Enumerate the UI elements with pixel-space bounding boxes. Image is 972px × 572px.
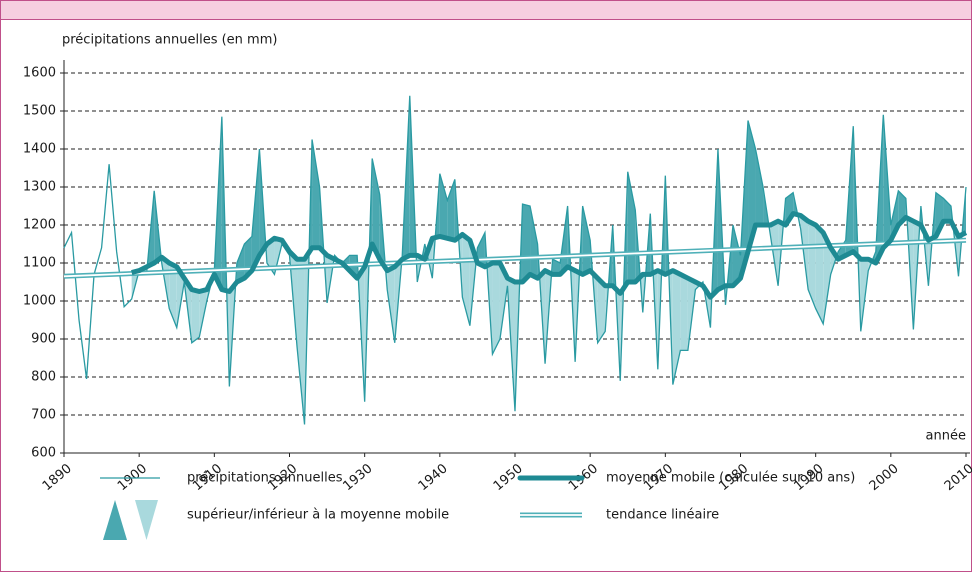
fill-area <box>943 198 951 222</box>
fill-area <box>597 278 606 343</box>
y-tick-label: 700 <box>31 408 56 423</box>
fill-area <box>439 173 448 239</box>
fill-area <box>522 204 531 282</box>
fill-area <box>680 274 688 351</box>
fill-area <box>530 206 538 279</box>
fill-area <box>732 225 741 286</box>
fill-area <box>823 232 831 324</box>
legend-label: tendance linéaire <box>606 508 719 523</box>
legend-label: supérieur/inférieur à la moyenne mobile <box>187 508 449 523</box>
y-tick-label: 1600 <box>23 66 56 81</box>
y-tick-label: 1100 <box>23 256 56 271</box>
fill-area <box>387 266 395 343</box>
y-tick-label: 1400 <box>23 142 56 157</box>
y-tick-label: 1500 <box>23 104 56 119</box>
fill-area <box>251 149 260 271</box>
y-tick-label: 800 <box>31 370 56 385</box>
y-tick-label: 1300 <box>23 180 56 195</box>
fill-area <box>492 263 500 355</box>
legend-swatch <box>135 500 158 540</box>
fill-area <box>499 263 508 339</box>
fill-area <box>191 289 200 343</box>
y-tick-label: 600 <box>31 446 56 461</box>
fill-area <box>552 259 561 275</box>
fill-area <box>785 192 794 225</box>
fill-area <box>815 225 824 324</box>
fill-area <box>372 158 380 260</box>
legend-label: précipitations annuelles <box>187 471 343 486</box>
fill-area <box>755 149 764 225</box>
trend-line-inner <box>63 239 967 278</box>
legend-swatch <box>103 500 127 540</box>
y-tick-label: 1200 <box>23 218 56 233</box>
y-tick-label: 900 <box>31 332 56 347</box>
fill-area <box>312 139 320 248</box>
fill-area <box>447 179 455 241</box>
fill-area <box>236 244 245 282</box>
fill-area <box>297 259 305 425</box>
fill-area <box>808 221 816 309</box>
fill-area <box>935 192 944 237</box>
legend-label: moyenne mobile (calculée sur 10 ans) <box>606 471 855 486</box>
y-axis-label: précipitations annuelles (en mm) <box>62 33 277 48</box>
y-tick-label: 1000 <box>23 294 56 309</box>
header-band <box>0 0 972 20</box>
fill-area <box>169 263 177 328</box>
fill-area <box>748 120 756 252</box>
moving-average-line <box>131 211 968 300</box>
x-axis-label: année <box>926 429 966 444</box>
